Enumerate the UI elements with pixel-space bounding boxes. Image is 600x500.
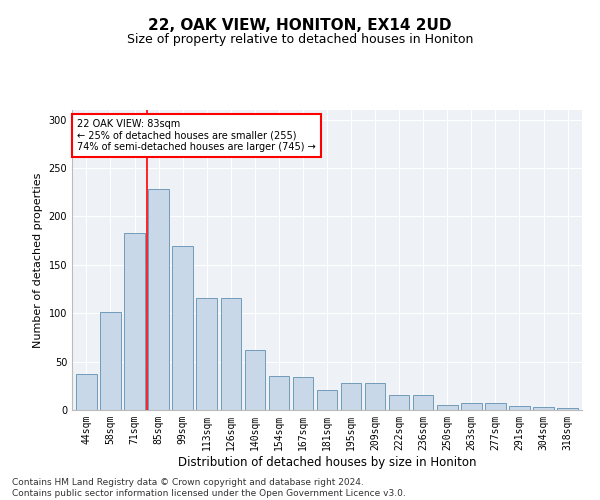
Bar (389, 394, 409, 410)
Text: 22, OAK VIEW, HONITON, EX14 2UD: 22, OAK VIEW, HONITON, EX14 2UD (148, 18, 452, 32)
Bar (100, 312, 121, 410)
Y-axis label: Number of detached properties: Number of detached properties (33, 172, 43, 348)
Text: Size of property relative to detached houses in Honiton: Size of property relative to detached ho… (127, 32, 473, 46)
Bar (76, 374, 97, 410)
Bar (485, 403, 506, 410)
Bar (437, 405, 458, 410)
Bar (293, 377, 313, 410)
Text: Contains HM Land Registry data © Crown copyright and database right 2024.
Contai: Contains HM Land Registry data © Crown c… (12, 478, 406, 498)
Bar (413, 394, 433, 410)
Bar (341, 383, 361, 410)
Bar (245, 350, 265, 410)
Bar (533, 407, 554, 410)
Bar (196, 298, 217, 410)
Text: 22 OAK VIEW: 83sqm
← 25% of detached houses are smaller (255)
74% of semi-detach: 22 OAK VIEW: 83sqm ← 25% of detached hou… (77, 119, 316, 152)
Bar (461, 403, 482, 410)
Bar (269, 376, 289, 410)
Bar (509, 406, 530, 410)
Bar (557, 408, 578, 410)
Bar (172, 246, 193, 410)
Bar (124, 233, 145, 410)
Bar (317, 390, 337, 410)
Bar (148, 190, 169, 410)
Bar (365, 383, 385, 410)
X-axis label: Distribution of detached houses by size in Honiton: Distribution of detached houses by size … (178, 456, 476, 468)
Bar (221, 298, 241, 410)
